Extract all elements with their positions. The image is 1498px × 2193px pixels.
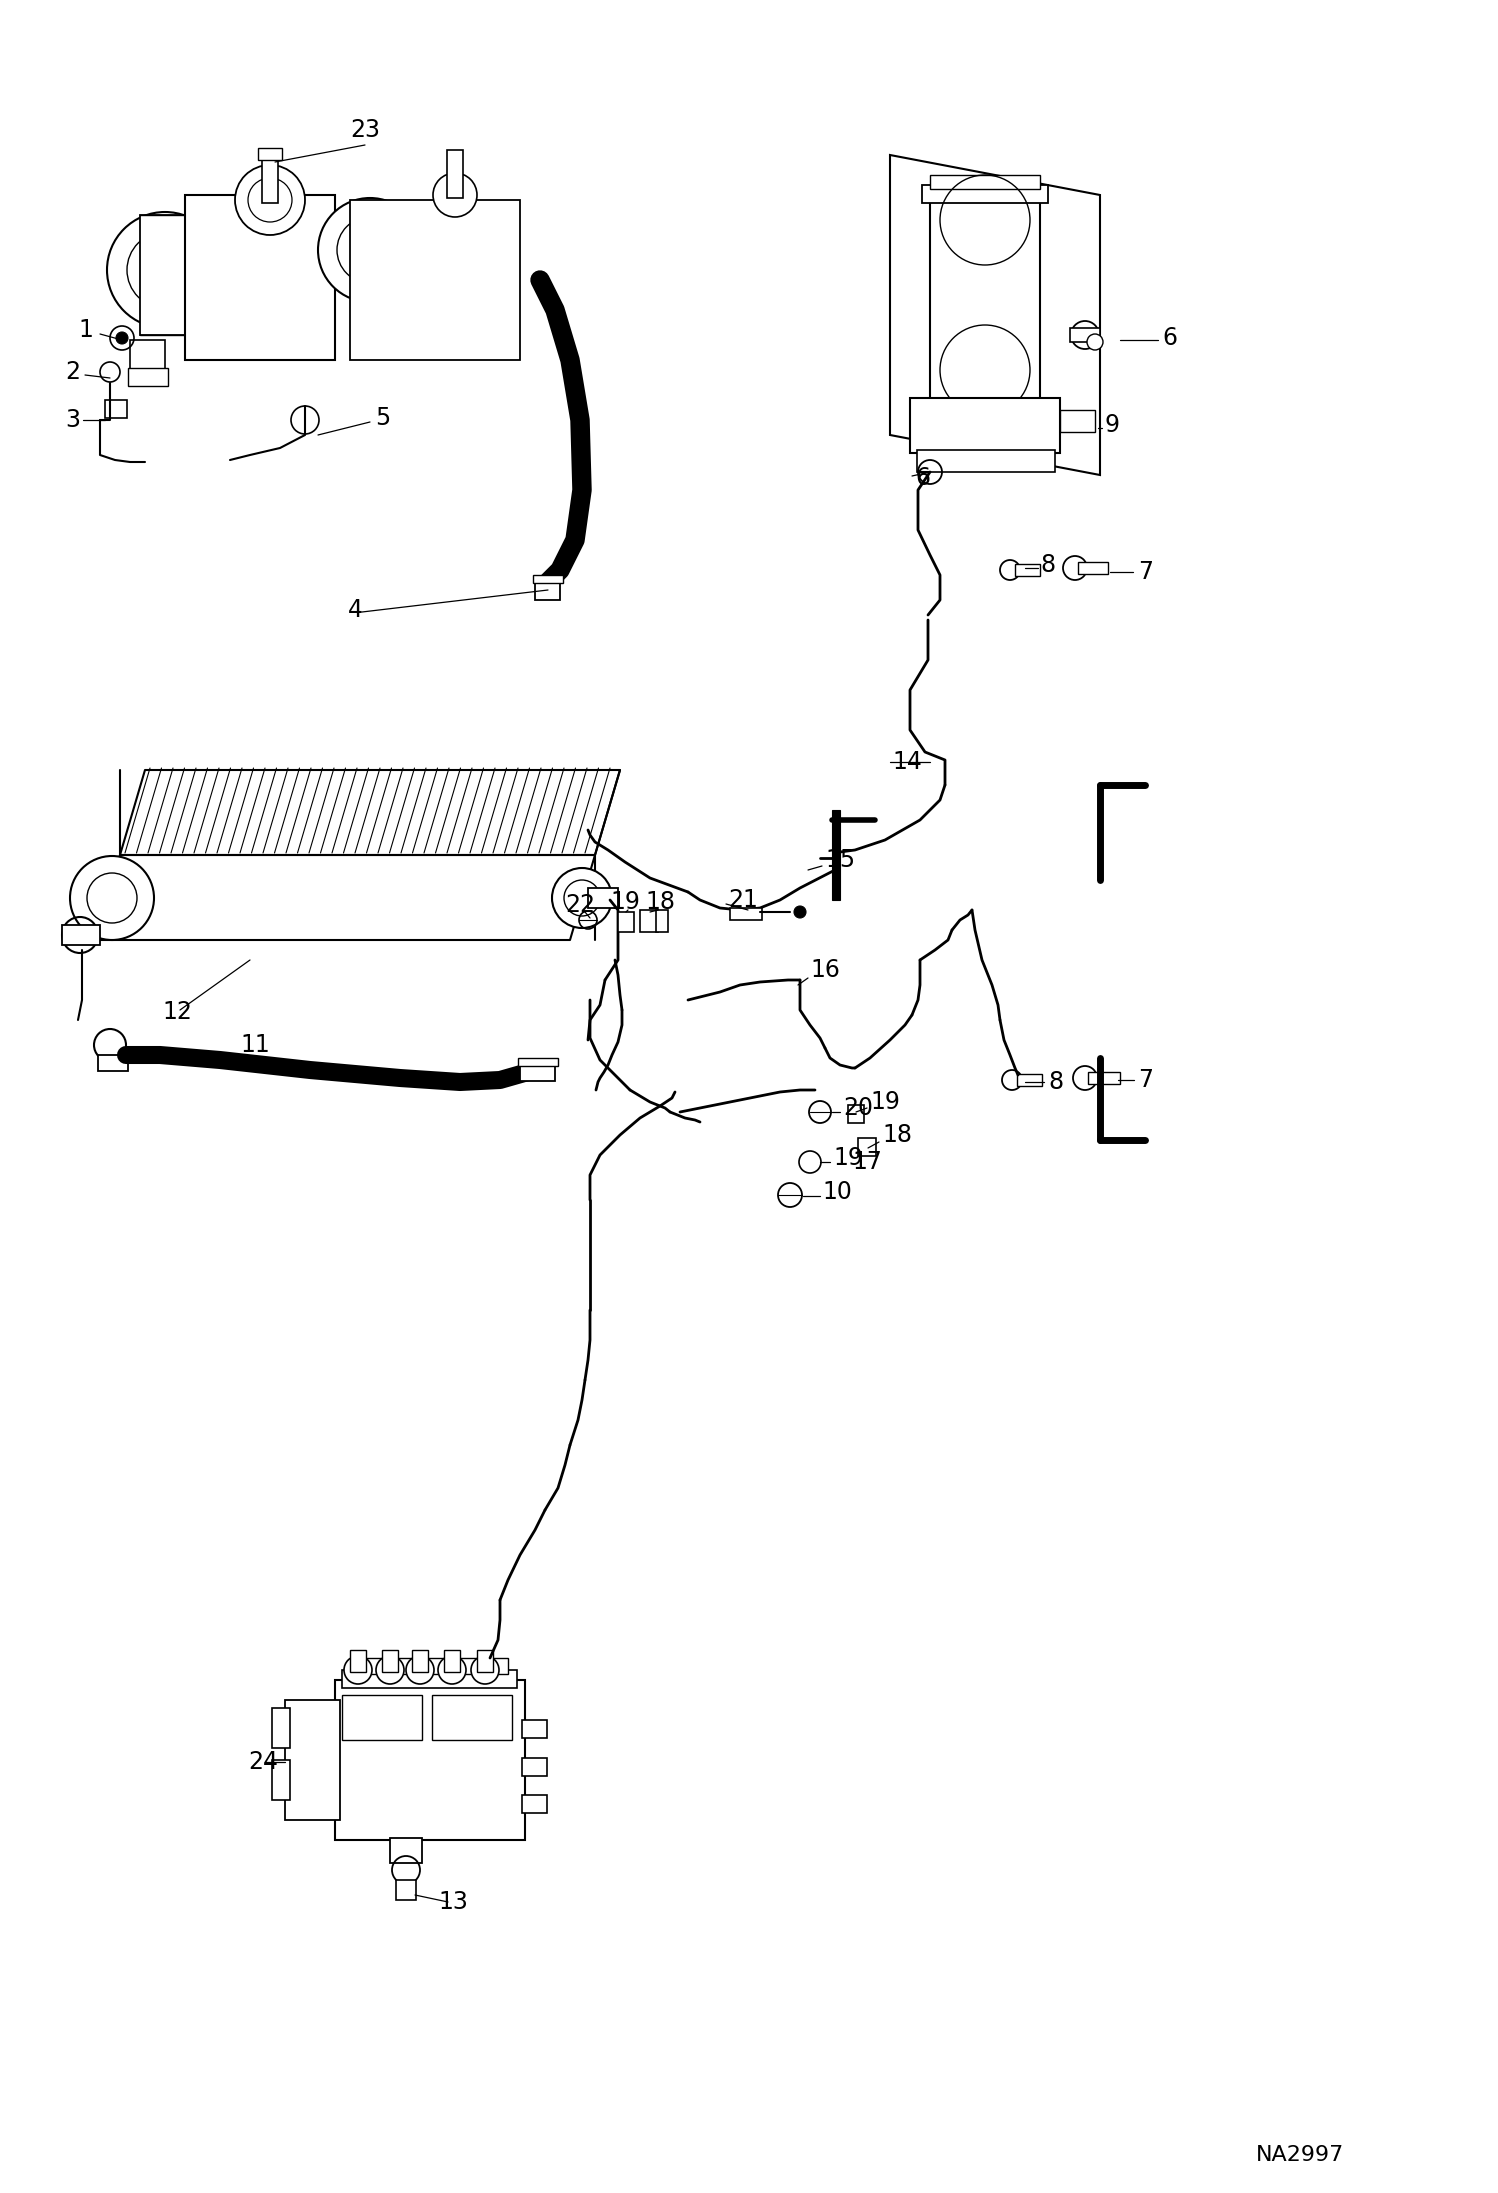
Bar (389, 1838, 422, 1864)
Circle shape (794, 906, 806, 919)
Circle shape (235, 164, 306, 235)
Bar (351, 200, 520, 360)
Bar (184, 195, 336, 360)
Text: 4: 4 (348, 599, 363, 623)
Circle shape (385, 204, 475, 296)
Bar (97, 1055, 127, 1070)
Bar (730, 908, 762, 921)
Polygon shape (890, 156, 1100, 476)
Bar (909, 397, 1061, 454)
Circle shape (551, 868, 613, 928)
Bar (127, 368, 168, 386)
Bar (412, 1649, 428, 1671)
Text: 24: 24 (249, 1750, 279, 1774)
Bar (917, 450, 1055, 471)
Bar (273, 1761, 291, 1800)
Bar (1079, 561, 1109, 575)
Text: 9: 9 (1106, 412, 1121, 436)
Bar (1016, 564, 1040, 577)
Bar (533, 575, 563, 583)
Bar (273, 1708, 291, 1748)
Circle shape (70, 855, 154, 941)
Bar (848, 1105, 864, 1123)
Text: 7: 7 (1138, 1068, 1153, 1092)
Bar (342, 1671, 517, 1689)
Bar (446, 149, 463, 197)
Bar (589, 888, 619, 908)
Circle shape (406, 1656, 434, 1684)
Text: 10: 10 (822, 1180, 852, 1204)
Bar (858, 1138, 876, 1156)
Circle shape (318, 197, 422, 303)
Bar (521, 1719, 547, 1739)
Text: 12: 12 (162, 1000, 192, 1024)
Bar (521, 1796, 547, 1814)
Bar (61, 925, 100, 945)
Circle shape (115, 331, 127, 344)
Bar (130, 340, 165, 371)
Text: 21: 21 (728, 888, 758, 912)
Text: 2: 2 (64, 360, 79, 384)
Bar (619, 912, 634, 932)
Bar (443, 1649, 460, 1671)
Text: 16: 16 (810, 958, 840, 982)
Text: 20: 20 (843, 1096, 873, 1121)
Text: 18: 18 (646, 890, 676, 914)
Text: 22: 22 (565, 893, 595, 917)
Bar (535, 581, 560, 601)
Text: 7: 7 (1138, 559, 1153, 583)
Circle shape (376, 1656, 404, 1684)
Text: 11: 11 (240, 1033, 270, 1057)
Bar (351, 1649, 366, 1671)
Text: 19: 19 (870, 1090, 900, 1114)
Bar (1088, 1072, 1121, 1083)
Text: 14: 14 (891, 750, 921, 774)
Text: 18: 18 (882, 1123, 912, 1147)
Circle shape (345, 1656, 372, 1684)
Text: 5: 5 (374, 406, 391, 430)
Text: 8: 8 (1049, 1070, 1064, 1094)
Circle shape (1088, 333, 1103, 351)
Text: 23: 23 (351, 118, 380, 143)
Text: 13: 13 (437, 1890, 467, 1914)
Bar (431, 1695, 512, 1739)
Bar (351, 1658, 508, 1673)
Bar (285, 1700, 340, 1820)
Text: 15: 15 (825, 849, 855, 873)
Bar (258, 147, 282, 160)
Bar (139, 215, 190, 336)
Circle shape (106, 213, 223, 329)
Text: 6: 6 (1162, 327, 1177, 351)
Bar (921, 184, 1049, 204)
Bar (105, 399, 127, 419)
Bar (520, 1064, 554, 1081)
Bar (521, 1759, 547, 1776)
Bar (640, 910, 658, 932)
Text: 8: 8 (1040, 553, 1055, 577)
Bar (395, 1879, 416, 1899)
Bar (518, 1057, 557, 1066)
Text: 6: 6 (915, 465, 930, 489)
Circle shape (437, 1656, 466, 1684)
Bar (336, 1680, 524, 1840)
Bar (476, 1649, 493, 1671)
Bar (1070, 329, 1100, 342)
Bar (656, 910, 668, 932)
Bar (262, 156, 279, 204)
Text: NA2997: NA2997 (1255, 2145, 1344, 2164)
Bar (930, 195, 1040, 399)
Circle shape (470, 1656, 499, 1684)
Bar (1017, 1075, 1043, 1086)
Bar (1061, 410, 1095, 432)
Bar (831, 809, 840, 899)
Text: 3: 3 (64, 408, 79, 432)
Circle shape (433, 173, 476, 217)
Bar (342, 1695, 422, 1739)
Text: 19: 19 (610, 890, 640, 914)
Text: 1: 1 (78, 318, 93, 342)
Text: 19: 19 (833, 1147, 863, 1171)
Bar (382, 1649, 398, 1671)
Bar (930, 175, 1040, 189)
Text: 17: 17 (852, 1149, 882, 1173)
